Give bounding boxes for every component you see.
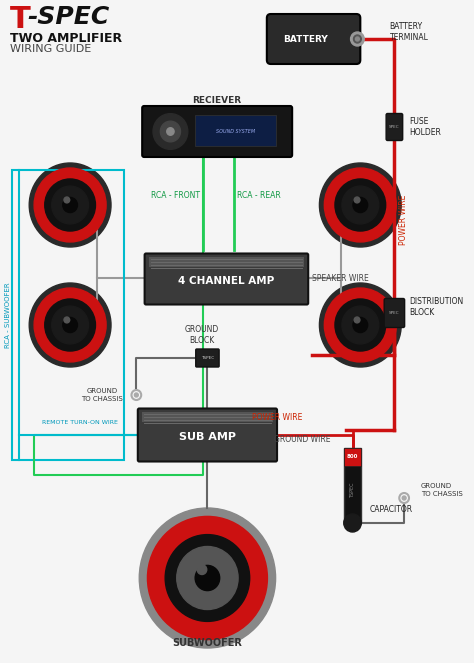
Bar [344,448,361,466]
Text: CAPACITOR: CAPACITOR [370,505,413,514]
Text: RCA - FRONT: RCA - FRONT [151,190,200,200]
Text: SPEAKER WIRE: SPEAKER WIRE [311,274,368,282]
Circle shape [135,393,138,397]
Text: SUB AMP: SUB AMP [179,432,236,442]
FancyBboxPatch shape [145,253,308,304]
Circle shape [351,32,364,46]
Circle shape [195,566,219,591]
FancyBboxPatch shape [138,408,277,461]
Circle shape [197,565,207,575]
Text: BATTERY
TERMINAL: BATTERY TERMINAL [390,22,428,42]
Circle shape [353,198,368,213]
Text: POWER WIRE: POWER WIRE [252,414,303,422]
FancyBboxPatch shape [196,349,219,367]
Circle shape [63,198,77,213]
Text: SPEC: SPEC [389,125,400,129]
Circle shape [45,299,95,351]
FancyBboxPatch shape [386,113,403,141]
Text: GROUND WIRE: GROUND WIRE [273,436,330,444]
Text: RECIEVER: RECIEVER [192,95,242,105]
Circle shape [342,306,379,344]
Circle shape [354,197,360,203]
Text: POWER WIRE: POWER WIRE [399,195,408,245]
Text: TSPEC: TSPEC [350,483,355,499]
FancyBboxPatch shape [142,106,292,157]
Circle shape [177,546,238,609]
Text: T: T [10,5,30,34]
Circle shape [167,128,174,135]
Circle shape [335,179,386,231]
Circle shape [34,288,106,362]
Text: TSPEC: TSPEC [201,356,214,360]
Circle shape [319,283,401,367]
Text: GROUND
BLOCK: GROUND BLOCK [184,325,219,345]
Bar [12,170,124,460]
Circle shape [34,168,106,242]
Circle shape [344,514,361,532]
Circle shape [29,163,111,247]
Circle shape [324,288,396,362]
Circle shape [402,496,406,500]
Circle shape [63,318,77,333]
Circle shape [353,318,368,333]
Text: GROUND
TO CHASSIS: GROUND TO CHASSIS [82,389,123,402]
Circle shape [45,179,95,231]
Text: 800: 800 [347,455,358,459]
Text: SUBWOOFER: SUBWOOFER [173,638,242,648]
Circle shape [52,186,89,224]
Text: FUSE
HOLDER: FUSE HOLDER [409,117,441,137]
Text: DISTRIBUTION
BLOCK: DISTRIBUTION BLOCK [409,297,463,317]
Circle shape [354,35,361,43]
Bar [142,412,273,422]
FancyBboxPatch shape [267,14,360,64]
Circle shape [153,113,188,149]
Circle shape [342,186,379,224]
Text: -SPEC: -SPEC [27,5,109,29]
Circle shape [64,197,70,203]
Circle shape [354,317,360,323]
Circle shape [52,306,89,344]
Text: REMOTE TURN-ON WIRE: REMOTE TURN-ON WIRE [42,420,118,424]
Circle shape [324,168,396,242]
Circle shape [147,516,267,640]
Text: 4 CHANNEL AMP: 4 CHANNEL AMP [178,276,274,286]
Circle shape [319,163,401,247]
Text: RCA - SUBWOOFER: RCA - SUBWOOFER [5,282,11,348]
Circle shape [160,121,181,142]
Circle shape [64,317,70,323]
Text: RCA - REAR: RCA - REAR [237,190,281,200]
Circle shape [356,37,359,41]
Circle shape [29,283,111,367]
Bar [195,115,275,146]
Circle shape [165,534,250,621]
FancyBboxPatch shape [384,298,405,328]
Text: SOUND SYSTEM: SOUND SYSTEM [216,129,255,134]
Text: SPEC: SPEC [389,311,400,315]
Text: GROUND
TO CHASSIS: GROUND TO CHASSIS [421,483,463,497]
Bar [149,257,304,267]
Text: TWO AMPLIFIER: TWO AMPLIFIER [10,32,122,45]
Circle shape [335,299,386,351]
Text: WIRING GUIDE: WIRING GUIDE [10,44,91,54]
Circle shape [139,508,275,648]
Bar [344,448,361,523]
Text: BATTERY: BATTERY [283,34,328,44]
